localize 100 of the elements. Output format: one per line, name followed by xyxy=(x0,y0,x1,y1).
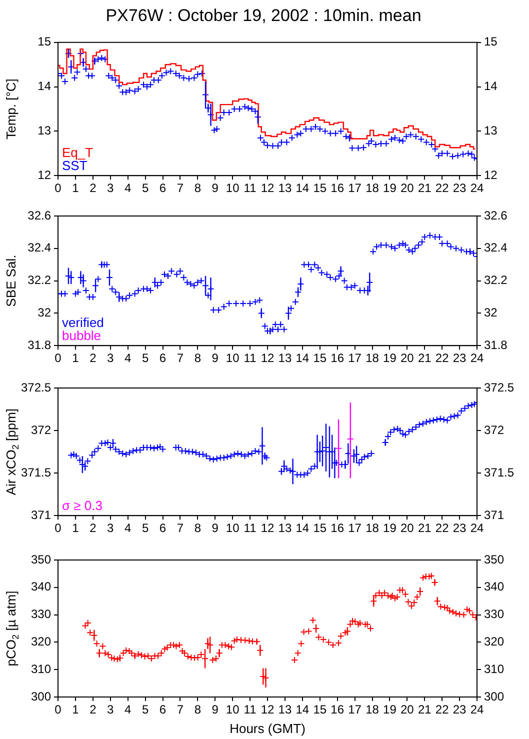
y2-tick-label: 300 xyxy=(484,689,504,704)
x-tick-label: 10 xyxy=(226,521,240,536)
y-tick-label: 350 xyxy=(30,552,52,566)
x-tick-label: 23 xyxy=(452,521,467,536)
x-tick-label: 13 xyxy=(278,521,292,536)
y2-tick-label: 340 xyxy=(484,580,504,594)
x-tick-label: 13 xyxy=(278,351,292,366)
y2-tick-label: 12 xyxy=(484,168,498,182)
series-label: verified xyxy=(62,315,104,330)
y2-tick-label: 371 xyxy=(484,508,504,522)
chart-title: PX76W : October 19, 2002 : 10min. mean xyxy=(106,6,422,25)
x-tick-label: 1 xyxy=(72,181,80,196)
y-tick-label: 15 xyxy=(38,34,52,49)
x-tick-label: 10 xyxy=(226,351,240,366)
x-tick-label: 18 xyxy=(366,181,380,196)
y2-tick-label: 350 xyxy=(484,552,504,566)
x-tick-label: 21 xyxy=(418,702,432,717)
x-tick-label: 20 xyxy=(400,521,414,536)
x-tick-label: 5 xyxy=(142,702,149,717)
x-tick-label: 6 xyxy=(159,702,166,717)
x-tick-label: 2 xyxy=(90,521,97,536)
y-tick-label: 32.2 xyxy=(28,273,52,288)
x-tick-label: 3 xyxy=(107,181,114,196)
x-tick-label: 3 xyxy=(107,351,114,366)
x-tick-label: 14 xyxy=(296,521,310,536)
x-tick-label: 19 xyxy=(383,702,397,717)
x-tick-label: 2 xyxy=(90,702,97,717)
x-tick-label: 14 xyxy=(296,351,310,366)
x-tick-label: 18 xyxy=(366,351,380,366)
x-tick-label: 17 xyxy=(348,351,362,366)
x-tick-label: 4 xyxy=(124,521,132,536)
y2-tick-label: 15 xyxy=(484,34,498,49)
y2-tick-label: 372 xyxy=(484,422,504,437)
x-tick-label: 13 xyxy=(278,181,292,196)
x-tick-label: 17 xyxy=(348,521,362,536)
y-tick-label: 330 xyxy=(30,607,52,622)
y-axis-title: SBE Sal. xyxy=(4,254,19,307)
x-tick-label: 19 xyxy=(383,181,397,196)
x-tick-label: 8 xyxy=(194,702,202,717)
y2-tick-label: 32.6 xyxy=(484,208,508,222)
x-tick-label: 6 xyxy=(159,521,166,536)
x-tick-label: 0 xyxy=(54,521,62,536)
x-tick-label: 16 xyxy=(330,521,344,536)
y-tick-label: 32 xyxy=(38,306,52,320)
x-tick-label: 9 xyxy=(212,181,219,196)
x-tick-label: 2 xyxy=(90,181,97,196)
x-tick-label: 17 xyxy=(348,181,362,196)
x-tick-label: 12 xyxy=(260,521,274,536)
y-tick-label: 372 xyxy=(30,422,52,437)
x-tick-label: 4 xyxy=(124,351,132,366)
y-tick-label: 372.5 xyxy=(20,380,52,394)
y-tick-label: 32.6 xyxy=(28,208,52,222)
y-tick-label: 31.8 xyxy=(28,338,52,352)
y2-tick-label: 13 xyxy=(484,124,498,138)
x-tick-label: 16 xyxy=(330,702,344,717)
x-tick-label: 1 xyxy=(72,702,80,717)
x-tick-label: 8 xyxy=(194,351,202,366)
x-tick-label: 23 xyxy=(452,181,467,196)
x-tick-label: 20 xyxy=(400,702,414,717)
y-tick-label: 371 xyxy=(30,508,52,522)
x-tick-label: 15 xyxy=(313,181,327,196)
x-tick-label: 6 xyxy=(159,181,166,196)
x-tick-label: 4 xyxy=(124,181,132,196)
x-tick-label: 12 xyxy=(260,702,274,717)
x-tick-label: 13 xyxy=(278,702,292,717)
y2-tick-label: 32.2 xyxy=(484,273,508,288)
y-tick-label: 12 xyxy=(38,168,52,182)
x-tick-label: 19 xyxy=(383,351,397,366)
x-tick-label: 21 xyxy=(418,181,432,196)
y2-tick-label: 372.5 xyxy=(484,380,514,394)
x-tick-label: 14 xyxy=(296,181,310,196)
x-tick-label: 11 xyxy=(244,702,257,717)
y-tick-label: 320 xyxy=(30,634,52,649)
text: Eq_T xyxy=(62,145,94,160)
x-tick-label: 7 xyxy=(176,521,184,536)
x-tick-label: 1 xyxy=(72,351,80,366)
x-tick-label: 5 xyxy=(142,351,149,366)
x-tick-label: 16 xyxy=(330,181,344,196)
y2-tick-label: 14 xyxy=(484,79,498,94)
x-tick-label: 21 xyxy=(418,521,432,536)
x-tick-label: 2 xyxy=(90,351,97,366)
x-tick-label: 10 xyxy=(226,702,240,717)
y-tick-label: 14 xyxy=(38,79,52,94)
x-tick-label: 3 xyxy=(107,702,114,717)
x-tick-label: 17 xyxy=(348,702,362,717)
x-tick-label: 9 xyxy=(212,351,219,366)
x-tick-label: 14 xyxy=(296,702,310,717)
x-tick-label: 18 xyxy=(366,521,380,536)
x-tick-label: 7 xyxy=(176,351,184,366)
x-tick-label: 22 xyxy=(435,521,450,536)
x-tick-label: 21 xyxy=(418,351,432,366)
y-tick-label: 32.4 xyxy=(28,240,52,255)
x-tick-label: 0 xyxy=(54,181,62,196)
y-tick-label: 13 xyxy=(38,124,52,138)
x-tick-label: 16 xyxy=(330,351,344,366)
x-tick-label: 4 xyxy=(124,702,132,717)
y2-tick-label: 320 xyxy=(484,634,504,649)
y-tick-label: 310 xyxy=(30,662,52,676)
x-tick-label: 15 xyxy=(313,521,327,536)
x-tick-label: 20 xyxy=(400,351,414,366)
